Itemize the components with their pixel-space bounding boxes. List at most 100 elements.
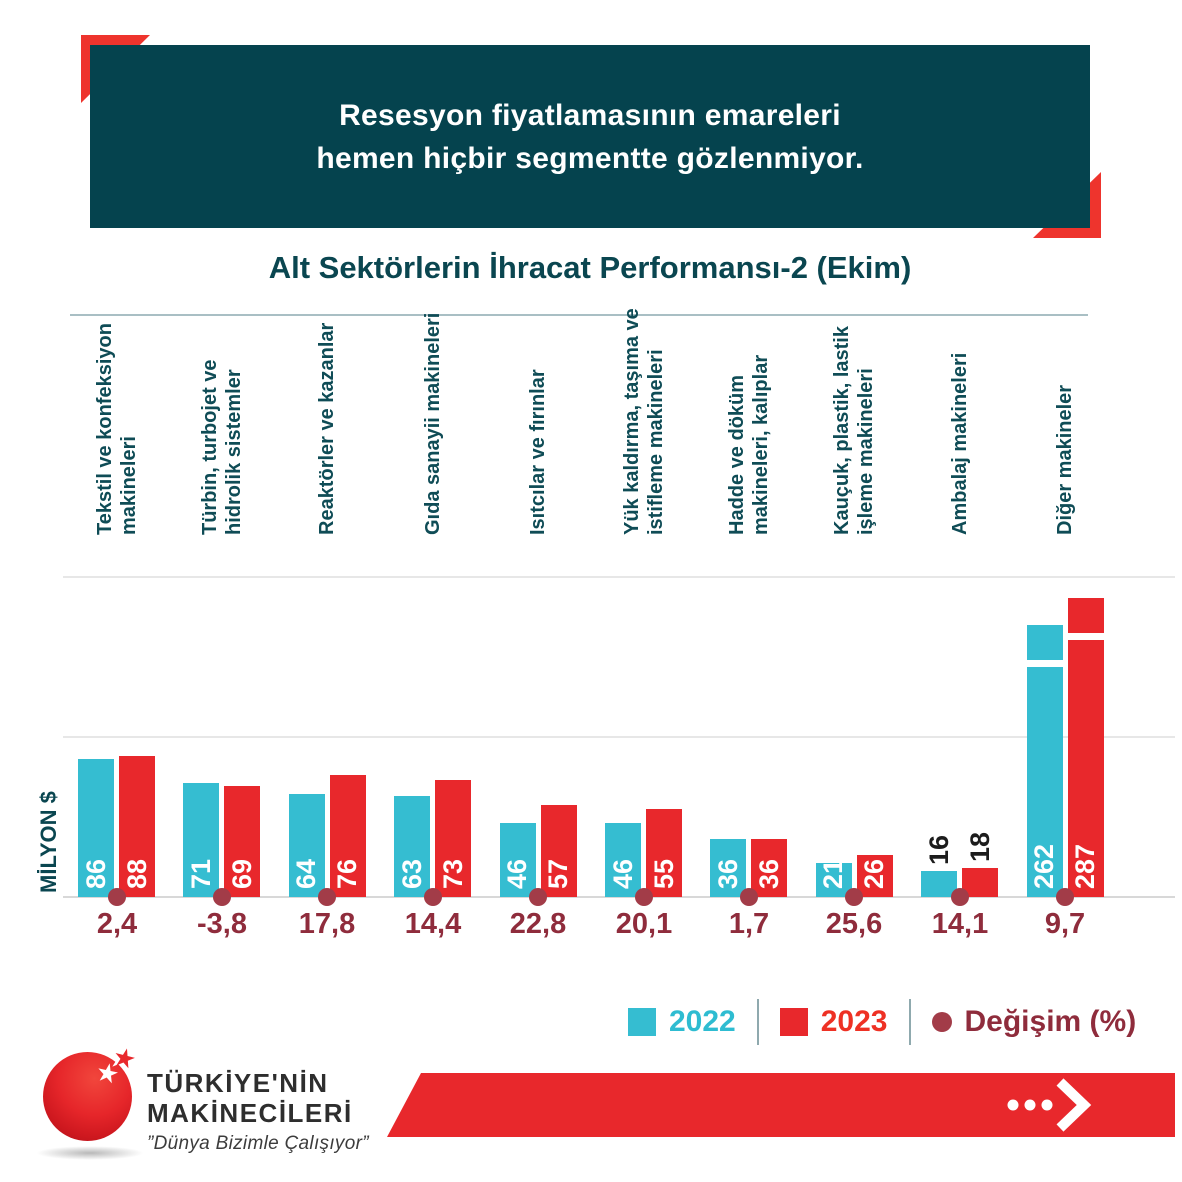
category-label: Tekstil ve konfeksiyon makineleri (94, 323, 140, 535)
legend-item-degisim: Değişim (%) (931, 1005, 1137, 1039)
category-label: Diğer makineler (1054, 384, 1076, 535)
bar-value-label: 73 (438, 858, 468, 889)
bar-value-label: 21 (818, 858, 848, 889)
change-value-label: 9,7 (1044, 908, 1086, 940)
change-dot (108, 888, 126, 906)
bar-2022 (1026, 625, 1064, 897)
bar-value-label: 88 (122, 858, 152, 889)
forward-arrow-icon (1007, 1078, 1092, 1132)
change-dot (213, 888, 231, 906)
headline-line-1: Resesyon fiyatlamasının emareleri (339, 98, 841, 132)
axis-break-gap (1026, 660, 1064, 667)
bar-value-label: 262 (1029, 843, 1059, 889)
logo-shadow (36, 1146, 144, 1160)
headline-line-2: hemen hiçbir segmentte gözlenmiyor. (316, 141, 864, 175)
axis-break-gap (1067, 633, 1105, 640)
bar-value-label: 57 (543, 858, 573, 889)
legend-separator (908, 999, 911, 1045)
category-label: Gıda sanayii makineleri (422, 312, 444, 535)
bar-2022 (500, 823, 536, 897)
x-axis-line (63, 896, 1175, 898)
change-value-label: 17,8 (298, 908, 356, 940)
change-value-label: 20,1 (615, 908, 673, 940)
change-dot (951, 888, 969, 906)
bar-2022 (289, 794, 325, 897)
category-label: Hadde ve döküm makineleri, kalıplar (726, 354, 772, 535)
bar-value-label: 69 (227, 858, 257, 889)
chart-title: Alt Sektörlerin İhracat Performansı-2 (E… (268, 250, 912, 285)
bar-2023 (224, 786, 260, 897)
change-dot (635, 888, 653, 906)
title-separator-line (70, 314, 1088, 316)
legend-swatch-2023 (779, 1008, 808, 1036)
bar-value-label: 26 (859, 858, 889, 889)
chart-legend: 2022 2023 Değişim (%) (628, 998, 1136, 1046)
bar-2023 (1067, 598, 1105, 897)
change-value-label: 2,4 (96, 908, 138, 940)
bar-2022 (394, 796, 430, 897)
category-label: Kauçuk, plastik, lastik işleme makineler… (831, 326, 877, 535)
category-label: Türbin, turbojet ve hidrolik sistemler (199, 359, 245, 535)
footer-banner-arrow-button[interactable] (387, 1073, 1175, 1137)
change-value-label: 14,4 (404, 908, 462, 940)
change-dot (740, 888, 758, 906)
bar-value-label: 46 (502, 858, 532, 889)
headline-banner: Resesyon fiyatlamasının emareleri hemen … (90, 45, 1090, 228)
change-value-label: 25,6 (825, 908, 883, 940)
bar-value-label: 36 (754, 858, 784, 889)
category-label: Reaktörler ve kazanlar (316, 322, 338, 535)
y-gridline (63, 576, 1175, 578)
legend-item-2023: 2023 (779, 1005, 888, 1039)
category-label: Yük kaldırma, taşıma ve istifleme makine… (621, 308, 667, 535)
legend-label-2022: 2022 (669, 1005, 736, 1038)
bar-value-label: 63 (397, 858, 427, 889)
bar-2023 (119, 756, 155, 897)
legend-swatch-2022 (628, 1008, 656, 1036)
bar-2022 (78, 759, 114, 897)
y-gridline (63, 736, 1175, 738)
category-label: Isıtcılar ve fırınlar (527, 369, 549, 535)
change-value-label: 22,8 (509, 908, 567, 940)
bar-2023 (646, 809, 682, 897)
legend-item-2022: 2022 (628, 1005, 736, 1039)
change-dot (318, 888, 336, 906)
category-label: Ambalaj makineleri (949, 352, 971, 535)
bar-value-label: 36 (713, 858, 743, 889)
change-value-label: -3,8 (197, 908, 247, 940)
bar-value-label: 76 (332, 858, 362, 889)
bar-value-label: 55 (649, 858, 679, 889)
bar-2023 (541, 805, 577, 897)
bar-2022 (183, 783, 219, 897)
change-value-label: 14,1 (931, 908, 989, 940)
legend-label-2023: 2023 (820, 1005, 888, 1038)
bar-value-label: 16 (924, 834, 954, 865)
bar-value-label: 287 (1070, 843, 1100, 889)
legend-label-degisim: Değişim (%) (964, 1005, 1137, 1038)
bar-value-label: 46 (608, 858, 638, 889)
brand-logo-sphere (43, 1052, 132, 1141)
bar-2023 (751, 839, 787, 897)
change-dot (424, 888, 442, 906)
bar-2022 (710, 839, 746, 897)
legend-separator (756, 999, 759, 1045)
change-value-label: 1,7 (728, 908, 770, 940)
bar-value-label: 64 (291, 858, 321, 889)
brand-tagline: ”Dünya Bizimle Çalışıyor” (147, 1133, 369, 1154)
brand-name-line-2: MAKİNECİLERİ (147, 1098, 353, 1128)
change-dot (1056, 888, 1074, 906)
y-axis-label: MİLYON $ (36, 791, 61, 893)
bar-value-label: 86 (81, 858, 111, 889)
bar-value-label: 18 (965, 831, 995, 862)
bar-2022 (605, 823, 641, 897)
bar-value-label: 71 (186, 858, 216, 889)
bar-2023 (435, 780, 471, 897)
brand-name-line-1: TÜRKİYE'NİN (147, 1068, 329, 1098)
bar-2023 (857, 855, 893, 897)
change-dot (529, 888, 547, 906)
legend-swatch-degisim-dot (931, 1012, 952, 1032)
change-dot (845, 888, 863, 906)
brand-text: TÜRKİYE'NİN MAKİNECİLERİ ”Dünya Bizimle … (147, 1068, 369, 1155)
bar-2023 (330, 775, 366, 897)
